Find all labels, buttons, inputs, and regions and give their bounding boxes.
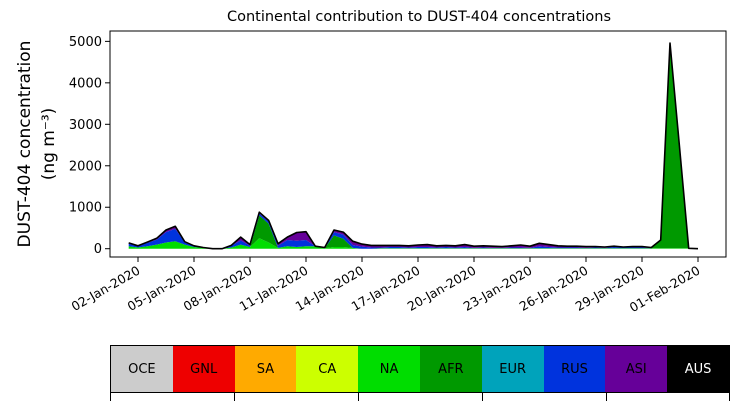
legend-item-ca: CA	[296, 346, 359, 392]
x-axis: 02-Jan-202005-Jan-202008-Jan-202011-Jan-…	[69, 257, 703, 315]
y-tick-label: 2000	[69, 159, 102, 174]
chart-title: Continental contribution to DUST-404 con…	[227, 9, 611, 25]
region-colorbar-legend: OCE GNL SA CA NA AFR EUR RUS ASI AUS	[110, 345, 730, 393]
y-axis-label-line1: DUST-404 concentration	[15, 41, 35, 248]
total-line	[128, 42, 699, 250]
legend-item-eur: EUR	[481, 346, 544, 392]
y-tick-label: 0	[94, 242, 102, 257]
legend-item-gnl: GNL	[172, 346, 235, 392]
chart-svg: 0 1000 2000 3000 4000 5000 02-Jan-202005-Jan-…	[15, 9, 727, 315]
stacked-areas	[128, 43, 698, 249]
y-axis: 0 1000 2000 3000 4000 5000	[69, 35, 110, 257]
area-na	[128, 238, 698, 249]
legend-item-sa: SA	[234, 346, 297, 392]
area-asi	[128, 43, 698, 249]
y-axis-label: DUST-404 concentration (ng m⁻³)	[15, 41, 59, 248]
legend-item-na: NA	[358, 346, 420, 392]
area-afr	[128, 43, 698, 249]
legend-item-aus: AUS	[667, 346, 729, 392]
legend-item-oce: OCE	[111, 346, 173, 392]
legend-item-rus: RUS	[543, 346, 606, 392]
y-tick-label: 4000	[69, 76, 102, 91]
y-axis-label-line2: (ng m⁻³)	[39, 108, 59, 181]
area-rus	[128, 43, 698, 249]
y-tick-label: 1000	[69, 201, 102, 216]
legend-item-afr: AFR	[419, 346, 482, 392]
plot-frame	[109, 30, 727, 258]
colorbar-ticks	[110, 393, 730, 401]
legend-item-asi: ASI	[605, 346, 668, 392]
y-tick-label: 5000	[69, 35, 102, 50]
y-tick-label: 3000	[69, 118, 102, 133]
